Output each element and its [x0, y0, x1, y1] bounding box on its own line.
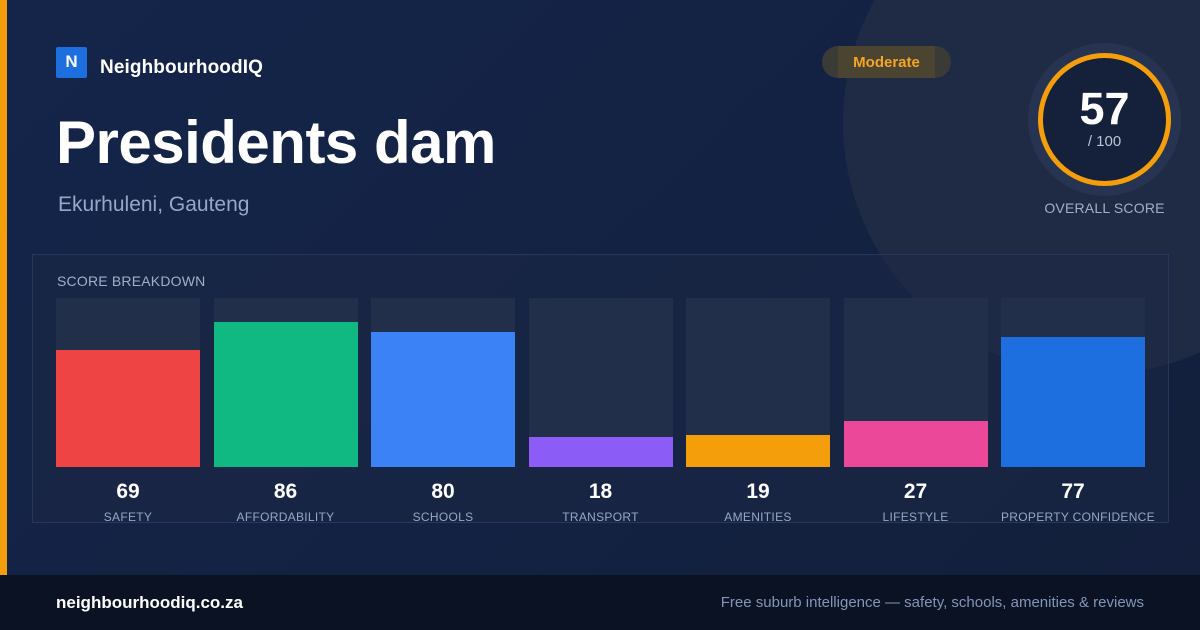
- score-bar-track: [528, 298, 673, 467]
- score-label: AMENITIES: [724, 510, 792, 524]
- score-bar-fill: [528, 437, 673, 467]
- score-bar-track: [843, 298, 988, 467]
- score-bar-fill: [56, 350, 200, 467]
- score-label: LIFESTYLE: [882, 510, 949, 524]
- score-value: 86: [273, 480, 298, 503]
- score-column-affordability: 86 AFFORDABILITY: [213, 298, 358, 524]
- location-subtitle: Ekurhuleni, Gauteng: [58, 193, 250, 216]
- score-bar-fill: [686, 435, 830, 467]
- score-value: 27: [903, 480, 928, 503]
- overall-score-ring: 57 / 100: [1028, 43, 1181, 196]
- breakdown-title: SCORE BREAKDOWN: [57, 273, 206, 289]
- score-value: 77: [1061, 480, 1085, 503]
- score-value: 69: [116, 480, 140, 503]
- page-title: Presidents dam: [56, 109, 496, 176]
- score-bar-track: [686, 298, 830, 467]
- accent-bar: [0, 0, 7, 575]
- brand-name: NeighbourhoodIQ: [100, 57, 263, 78]
- score-bar-track: [1001, 298, 1145, 467]
- score-label: PROPERTY CONFIDENCE: [1001, 510, 1155, 524]
- score-breakdown-panel: SCORE BREAKDOWN 69 SAFETY 86 AFFORDABILITY 8…: [32, 254, 1169, 524]
- overall-score-label: OVERALL SCORE: [1044, 200, 1165, 216]
- score-column-amenities: 19 AMENITIES: [686, 298, 830, 524]
- overall-score-max: / 100: [1087, 132, 1122, 150]
- footer-site-link[interactable]: neighbourhoodiq.co.za: [56, 592, 243, 612]
- score-bar-fill: [371, 332, 515, 467]
- score-value: 19: [746, 480, 770, 503]
- score-column-lifestyle: 27 LIFESTYLE: [843, 298, 988, 524]
- share-card: N NeighbourhoodIQ Presidents dam Ekurhul…: [0, 0, 1200, 575]
- score-bar-track: [213, 298, 358, 467]
- score-label: TRANSPORT: [562, 510, 639, 524]
- brand-logo-icon: N: [56, 46, 87, 78]
- score-value: 18: [588, 480, 613, 503]
- score-value: 80: [431, 480, 455, 503]
- score-label: AFFORDABILITY: [236, 510, 335, 524]
- score-bar-track: [56, 298, 200, 467]
- score-column-transport: 18 TRANSPORT: [528, 298, 673, 524]
- score-label: SCHOOLS: [412, 510, 474, 524]
- overall-score-inner: 57 / 100: [1038, 53, 1171, 186]
- score-bar-fill: [213, 322, 358, 467]
- footer: neighbourhoodiq.co.za Free suburb intell…: [0, 575, 1200, 630]
- brand[interactable]: N NeighbourhoodIQ: [56, 46, 263, 78]
- rating-badge: Moderate: [822, 46, 951, 78]
- score-label: SAFETY: [103, 510, 153, 524]
- score-bar-fill: [1001, 337, 1145, 467]
- score-column-safety: 69 SAFETY: [56, 298, 200, 524]
- overall-score-value: 57: [1079, 82, 1130, 134]
- score-bar-fill: [843, 421, 988, 467]
- score-column-property-confidence: 77 PROPERTY CONFIDENCE: [1001, 298, 1155, 524]
- score-column-schools: 80 SCHOOLS: [371, 298, 515, 524]
- score-bar-track: [371, 298, 515, 467]
- footer-tagline: Free suburb intelligence — safety, schoo…: [720, 594, 1144, 611]
